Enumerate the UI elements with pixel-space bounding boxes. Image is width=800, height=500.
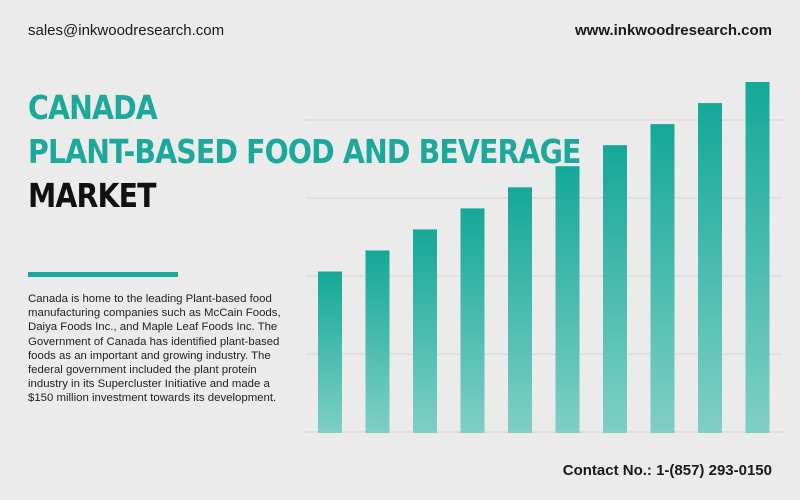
chart-bar-1 — [318, 271, 342, 433]
chart-bar-6 — [555, 166, 580, 433]
chart-bar-5 — [508, 187, 532, 433]
chart-bar-9 — [698, 103, 722, 433]
chart-bar-7 — [603, 145, 627, 433]
chart-bar-3 — [413, 229, 437, 433]
chart-bar-2 — [365, 250, 390, 433]
chart-bar-10 — [745, 82, 770, 433]
title-line-2: PLANT-BASED FOOD AND BEVERAGE — [28, 132, 581, 171]
website-url[interactable]: www.inkwoodresearch.com — [575, 22, 772, 39]
chart-bar-4 — [460, 208, 485, 433]
title-line-3: MARKET — [28, 176, 157, 215]
email-address[interactable]: sales@inkwoodresearch.com — [28, 22, 225, 39]
contact-number[interactable]: Contact No.: 1-(857) 293-0150 — [562, 462, 772, 479]
chart-bars — [318, 82, 770, 433]
description-text: Canada is home to the leading Plant-base… — [28, 293, 281, 405]
page-title: CANADA PLANT-BASED FOOD AND BEVERAGE MAR… — [28, 86, 671, 218]
title-line-1: CANADA — [28, 88, 158, 127]
accent-divider — [28, 272, 178, 277]
chart-bar-8 — [650, 124, 675, 433]
